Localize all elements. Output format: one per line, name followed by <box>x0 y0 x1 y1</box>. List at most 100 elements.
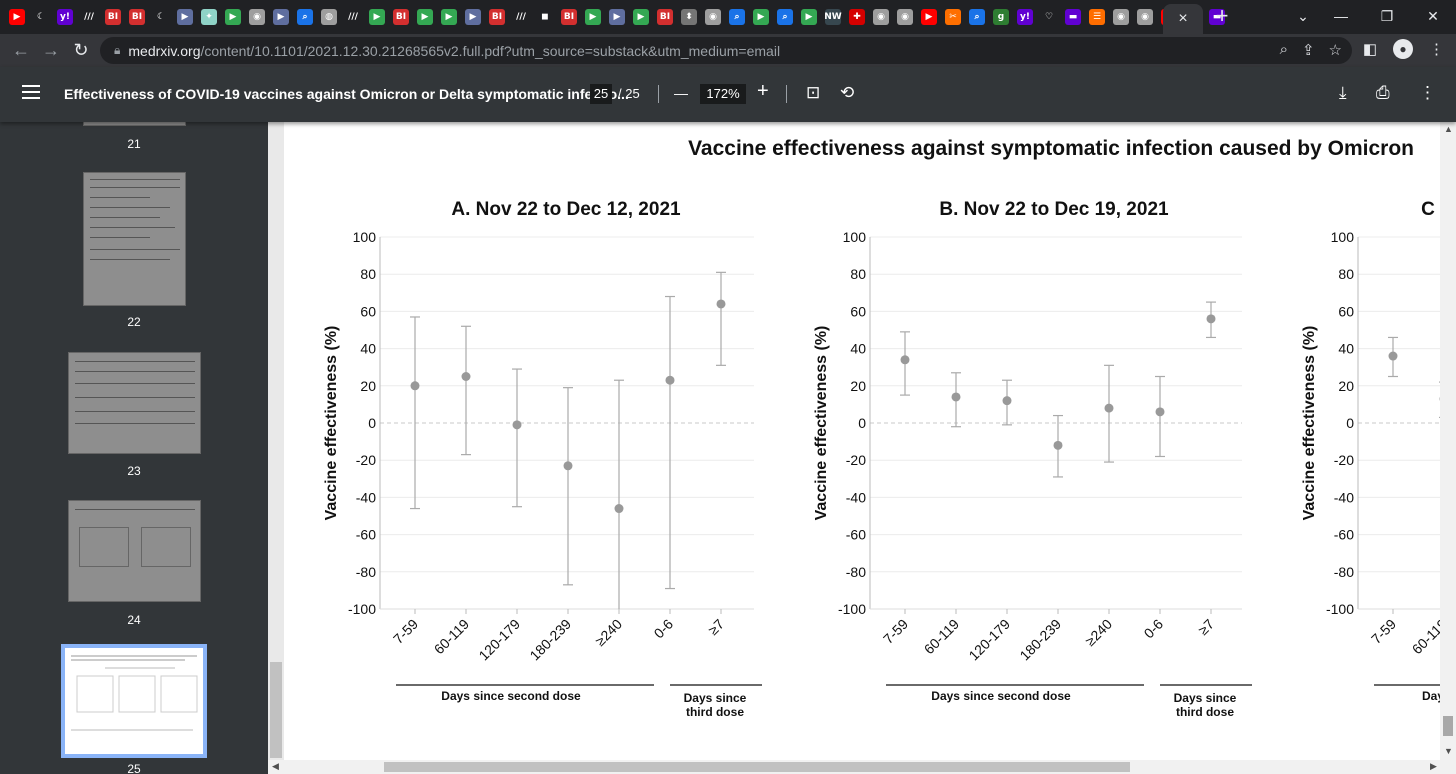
zoom-in-button[interactable]: + <box>757 80 769 102</box>
tab-search-chevron-icon[interactable]: ⌄ <box>1297 7 1309 24</box>
pinned-tab-31[interactable]: ▶ <box>750 6 772 28</box>
pinned-tab-10[interactable]: ◉ <box>246 6 268 28</box>
url-text[interactable]: medrxiv.org/content/10.1101/2021.12.30.2… <box>128 42 781 59</box>
pinned-tab-21[interactable]: /// <box>510 6 532 28</box>
thumbnail-page-21[interactable] <box>83 122 186 126</box>
restore-icon[interactable]: ❐ <box>1380 7 1394 24</box>
side-panel-icon[interactable]: ◧ <box>1362 41 1377 58</box>
pinned-tab-46[interactable]: ◉ <box>1110 6 1132 28</box>
pinned-tab-26[interactable]: ▶ <box>630 6 652 28</box>
pinned-tab-39[interactable]: ✂ <box>942 6 964 28</box>
tab-strip: ▶ ☾ y! /// BI BI ☾ ▶ ✦ ▶ ◉ ▶ ⌕ ◍ /// ▶ BI ▶ ▶ ▶ BI /// ◼ BI ▶ ▶ ▶ B… <box>0 0 1456 34</box>
pinned-tab-9[interactable]: ▶ <box>222 6 244 28</box>
scroll-right-icon[interactable]: ▶ <box>1430 761 1437 771</box>
sidebar-menu-icon[interactable] <box>22 85 40 99</box>
new-tab-button[interactable]: + <box>1215 3 1229 28</box>
pinned-tab-25[interactable]: ▶ <box>606 6 628 28</box>
pinned-tab-16[interactable]: BI <box>390 6 412 28</box>
pinned-tab-41[interactable]: g <box>990 6 1012 28</box>
pinned-tab-47[interactable]: ◉ <box>1134 6 1156 28</box>
pinned-tab-12[interactable]: ⌕ <box>294 6 316 28</box>
pinned-tab-35[interactable]: ✚ <box>846 6 868 28</box>
pinned-tab-50[interactable]: ▬ <box>1206 6 1228 28</box>
zoom-level-input[interactable]: 172% <box>700 84 746 104</box>
page-total: / 25 <box>618 86 640 101</box>
pinned-tab-37[interactable]: ◉ <box>894 6 916 28</box>
thumbnail-page-25[interactable] <box>61 644 207 758</box>
pinned-tab-6[interactable]: ☾ <box>150 6 172 28</box>
pinned-tab-8[interactable]: ✦ <box>198 6 220 28</box>
pinned-tab-4[interactable]: BI <box>102 6 124 28</box>
pinned-tab-2[interactable]: y! <box>54 6 76 28</box>
thumbnail-page-22[interactable] <box>83 172 186 306</box>
pdf-more-icon[interactable]: ⋮ <box>1419 83 1436 102</box>
close-window-icon[interactable]: ✕ <box>1427 7 1439 24</box>
pinned-tab-11[interactable]: ▶ <box>270 6 292 28</box>
pinned-tab-33[interactable]: ▶ <box>798 6 820 28</box>
pinned-tab-29[interactable]: ◉ <box>702 6 724 28</box>
y-tick-label: 60 <box>360 303 376 319</box>
x-tick-label: 7-59 <box>880 616 911 647</box>
pinned-tab-0[interactable]: ▶ <box>6 6 28 28</box>
page-number-input[interactable]: 25 <box>590 84 612 104</box>
thumbnail-page-24[interactable] <box>68 500 201 602</box>
thumbnail-page-23[interactable] <box>68 352 201 454</box>
share-icon[interactable]: ⇪ <box>1301 42 1315 59</box>
pinned-tab-17[interactable]: ▶ <box>414 6 436 28</box>
vertical-scroll-thumb[interactable] <box>1443 716 1453 736</box>
pinned-tab-13[interactable]: ◍ <box>318 6 340 28</box>
pinned-tab-27[interactable]: BI <box>654 6 676 28</box>
browser-menu-icon[interactable]: ⋮ <box>1429 41 1444 58</box>
horizontal-scrollbar[interactable]: ◀ ▶ <box>268 760 1456 774</box>
back-icon[interactable]: ← <box>12 40 30 60</box>
profile-avatar-icon[interactable]: ● <box>1393 39 1413 59</box>
pinned-tab-44[interactable]: ▬ <box>1062 6 1084 28</box>
pinned-tab-40[interactable]: ⌕ <box>966 6 988 28</box>
pinned-tab-22[interactable]: ◼ <box>534 6 556 28</box>
bookmark-star-icon[interactable]: ☆ <box>1328 42 1342 59</box>
pinned-tab-1[interactable]: ☾ <box>30 6 52 28</box>
pinned-tab-34[interactable]: NW <box>822 6 844 28</box>
pinned-tab-14[interactable]: /// <box>342 6 364 28</box>
zoom-out-button[interactable]: — <box>674 85 688 101</box>
y-tick-label: 100 <box>353 229 377 245</box>
pinned-tab-43[interactable]: ♡ <box>1038 6 1060 28</box>
favicon-icon: NW <box>824 9 842 25</box>
pinned-tab-3[interactable]: /// <box>78 6 100 28</box>
pinned-tab-30[interactable]: ⌕ <box>726 6 748 28</box>
pinned-tab-18[interactable]: ▶ <box>438 6 460 28</box>
pinned-tab-32[interactable]: ⌕ <box>774 6 796 28</box>
print-icon[interactable]: ⎙ <box>1376 83 1390 102</box>
scroll-left-icon[interactable]: ◀ <box>272 761 279 771</box>
close-tab-icon[interactable]: × <box>1178 10 1188 27</box>
pinned-tab-15[interactable]: ▶ <box>366 6 388 28</box>
download-icon[interactable]: ⤓ <box>1339 83 1347 102</box>
pinned-tab-45[interactable]: ☰ <box>1086 6 1108 28</box>
left-scroll-thumb[interactable] <box>270 662 282 758</box>
pinned-tab-7[interactable]: ▶ <box>174 6 196 28</box>
vertical-scrollbar[interactable]: ▲ ▼ <box>1440 122 1456 760</box>
y-tick-label: -80 <box>356 564 376 580</box>
reload-icon[interactable]: ↻ <box>73 40 89 60</box>
pinned-tab-38[interactable]: ▶ <box>918 6 940 28</box>
zoom-icon[interactable]: ⌕ <box>1279 41 1288 58</box>
pinned-tab-28[interactable]: ⬍ <box>678 6 700 28</box>
pinned-tab-20[interactable]: BI <box>486 6 508 28</box>
pinned-tab-42[interactable]: y! <box>1014 6 1036 28</box>
scroll-down-icon[interactable]: ▼ <box>1444 746 1453 756</box>
active-tab[interactable]: × <box>1163 4 1203 34</box>
pinned-tab-36[interactable]: ◉ <box>870 6 892 28</box>
scroll-up-icon[interactable]: ▲ <box>1444 124 1453 134</box>
minimize-icon[interactable]: — <box>1334 8 1348 24</box>
pinned-tab-24[interactable]: ▶ <box>582 6 604 28</box>
pdf-viewport[interactable]: Vaccine effectiveness against symptomati… <box>268 122 1442 760</box>
address-bar[interactable]: 🔒︎ medrxiv.org/content/10.1101/2021.12.3… <box>100 37 1352 64</box>
lock-icon[interactable]: 🔒︎ <box>114 43 121 57</box>
pinned-tab-5[interactable]: BI <box>126 6 148 28</box>
fit-page-icon[interactable]: ⊡ <box>806 83 821 102</box>
rotate-icon[interactable]: ⟲ <box>840 83 855 102</box>
forward-icon[interactable]: → <box>42 40 60 60</box>
pinned-tab-19[interactable]: ▶ <box>462 6 484 28</box>
pinned-tab-23[interactable]: BI <box>558 6 580 28</box>
horizontal-scroll-thumb[interactable] <box>384 762 1130 772</box>
